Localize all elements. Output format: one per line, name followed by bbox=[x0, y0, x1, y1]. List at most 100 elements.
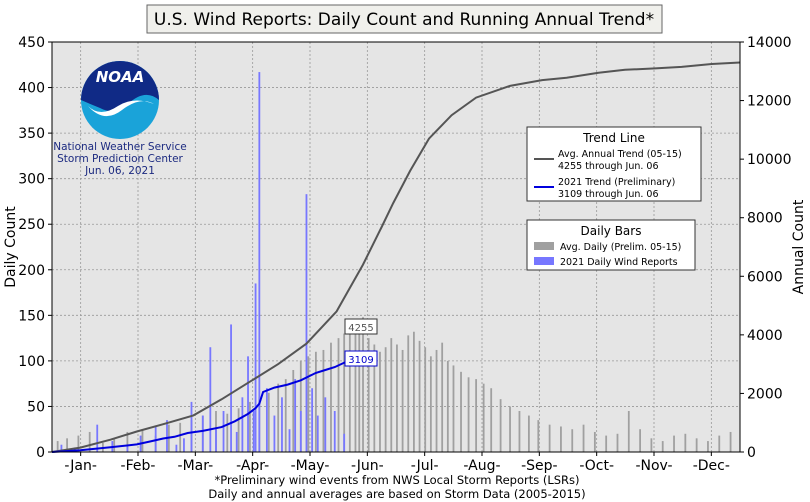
daily-2021-bar bbox=[222, 411, 225, 452]
avg-daily-bar bbox=[446, 360, 449, 452]
daily-2021-bar bbox=[316, 415, 319, 452]
x-tick-label: -Nov- bbox=[635, 458, 672, 474]
daily-2021-bar bbox=[183, 438, 185, 452]
avg-annotation: 4255 bbox=[348, 323, 373, 334]
avg-daily-bar bbox=[729, 431, 732, 452]
left-tick-label: 100 bbox=[18, 354, 45, 370]
title-box bbox=[146, 4, 663, 34]
avg-daily-bar bbox=[605, 435, 608, 452]
avg-daily-bar bbox=[396, 344, 398, 452]
avg-daily-bar bbox=[367, 338, 370, 452]
avg-daily-bar bbox=[429, 356, 432, 452]
avg-daily-bar bbox=[707, 441, 709, 452]
right-tick-label: 4000 bbox=[747, 328, 783, 344]
left-tick-label: 450 bbox=[18, 35, 45, 51]
daily-2021-bar bbox=[258, 72, 261, 453]
daily-2021-bar bbox=[252, 411, 255, 452]
avg-daily-bar bbox=[571, 429, 574, 452]
avg-daily-bar bbox=[560, 426, 562, 452]
avg-daily-bar bbox=[424, 347, 427, 452]
x-tick-label: -Aug- bbox=[463, 458, 500, 474]
avg-daily-bar bbox=[673, 435, 675, 452]
x-tick-label: -Apr- bbox=[236, 458, 269, 474]
avg-daily-bar bbox=[56, 441, 59, 452]
avg-daily-bar bbox=[226, 413, 229, 452]
x-tick-label: -Jun- bbox=[351, 458, 384, 474]
daily-2021-bar bbox=[190, 401, 193, 452]
avg-daily-bar bbox=[237, 408, 240, 452]
x-tick-label: -Jan- bbox=[64, 458, 96, 474]
avg-daily-bar bbox=[343, 333, 346, 452]
daily-2021-bar bbox=[175, 444, 178, 452]
left-tick-label: 150 bbox=[18, 308, 45, 324]
avg-daily-bar bbox=[467, 377, 470, 452]
plot-frame bbox=[51, 41, 741, 453]
noaa-logo-bird bbox=[88, 100, 154, 117]
avg-daily-bar bbox=[126, 431, 129, 452]
avg-daily-bar bbox=[593, 431, 596, 452]
x-tick-label: -May- bbox=[291, 458, 330, 474]
avg-daily-bar bbox=[362, 317, 364, 452]
avg-daily-bar bbox=[322, 349, 325, 452]
avg-daily-bar bbox=[358, 322, 361, 452]
y-axis-right-label: Annual Count bbox=[791, 199, 807, 294]
avg-daily-bar bbox=[418, 340, 421, 452]
legend-avg-total: 4255 through Jun. 06 bbox=[558, 161, 659, 172]
trend-legend-box bbox=[526, 126, 702, 202]
trend-lines bbox=[51, 61, 741, 453]
avg-daily-bar bbox=[639, 429, 641, 452]
daily-2021-bar bbox=[201, 415, 204, 452]
y-axis-left-label: Daily Count bbox=[3, 206, 19, 288]
daily-2021-bar bbox=[294, 379, 297, 452]
left-tick-label: 200 bbox=[18, 263, 45, 279]
daily-2021-bar bbox=[254, 283, 257, 452]
right-tick-label: 0 bbox=[747, 445, 756, 461]
bars-legend-title: Daily Bars bbox=[581, 224, 642, 238]
nws-org-line2: Storm Prediction Center bbox=[57, 153, 183, 165]
avg-daily-bar bbox=[88, 431, 91, 452]
avg-annotation-box bbox=[344, 318, 378, 335]
avg-daily-bar bbox=[499, 399, 502, 452]
avg-daily-bar bbox=[650, 438, 653, 452]
legend-avg-daily: Avg. Daily (Prelim. 05-15) bbox=[560, 242, 681, 253]
avg-daily-bar bbox=[475, 379, 478, 452]
legend-avg-swatch bbox=[534, 242, 554, 250]
daily-2021-bar bbox=[333, 411, 336, 452]
avg-daily-bar bbox=[718, 435, 721, 452]
daily-2021-bar bbox=[215, 429, 217, 452]
current-annotation-box bbox=[344, 350, 378, 367]
left-tick-label: 250 bbox=[18, 217, 45, 233]
avg-daily-bar bbox=[401, 349, 404, 452]
avg-daily-bar bbox=[616, 433, 619, 452]
avg-daily-bar bbox=[390, 338, 393, 452]
daily-2021-bar bbox=[343, 433, 346, 452]
avg-daily-bar bbox=[330, 342, 332, 452]
daily-2021-bar bbox=[299, 411, 302, 452]
noaa-logo: NOAA bbox=[81, 61, 159, 139]
avg-daily-bar bbox=[695, 438, 698, 452]
right-tick-label: 10000 bbox=[747, 152, 792, 168]
avg-daily-bar bbox=[435, 349, 438, 452]
x-tick-label: -Jul- bbox=[411, 458, 439, 474]
avg-daily-bar bbox=[113, 439, 116, 452]
x-tick-label: -Oct- bbox=[579, 458, 614, 474]
avg-daily-bar bbox=[482, 383, 485, 452]
avg-daily-bar bbox=[527, 415, 530, 452]
left-tick-label: 50 bbox=[27, 399, 45, 415]
legend-2021-total: 3109 through Jun. 06 bbox=[558, 189, 659, 200]
avg-daily-bar bbox=[384, 347, 387, 452]
avg-daily-bar bbox=[407, 335, 410, 452]
avg-daily-bar bbox=[292, 370, 295, 452]
avg-daily-bar bbox=[277, 383, 280, 452]
noaa-logo-sky bbox=[81, 61, 159, 112]
daily-2021-bar bbox=[324, 397, 327, 452]
avg-daily-bar bbox=[77, 435, 80, 452]
avg-daily-bar bbox=[249, 401, 251, 452]
daily-2021-bar bbox=[247, 356, 249, 452]
avg-daily-bar bbox=[661, 441, 664, 452]
avg-daily-bar bbox=[548, 424, 551, 452]
avg-daily-bar bbox=[66, 438, 68, 452]
footnote-line2: Daily and annual averages are based on S… bbox=[208, 487, 585, 501]
x-tick-label: -Dec- bbox=[693, 458, 730, 474]
